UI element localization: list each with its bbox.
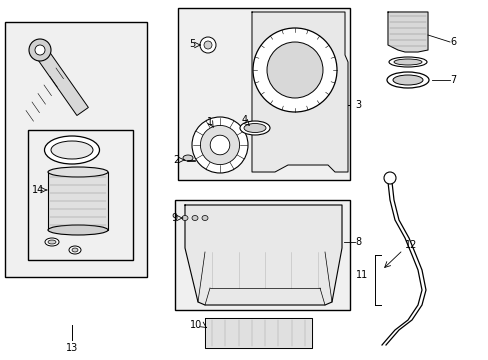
- Text: 12: 12: [404, 240, 417, 250]
- Ellipse shape: [202, 216, 207, 220]
- Circle shape: [383, 172, 395, 184]
- Ellipse shape: [48, 167, 108, 177]
- Polygon shape: [387, 12, 427, 52]
- Text: 13: 13: [66, 343, 78, 353]
- Circle shape: [266, 42, 323, 98]
- Circle shape: [200, 125, 239, 165]
- Ellipse shape: [72, 248, 78, 252]
- Ellipse shape: [48, 225, 108, 235]
- Polygon shape: [184, 205, 341, 305]
- Ellipse shape: [29, 39, 51, 61]
- Ellipse shape: [48, 240, 56, 244]
- Polygon shape: [36, 49, 88, 116]
- Ellipse shape: [244, 123, 265, 132]
- Bar: [175, 200, 349, 310]
- Text: 5: 5: [188, 39, 195, 49]
- Text: 7: 7: [449, 75, 455, 85]
- Ellipse shape: [393, 59, 421, 65]
- Text: 8: 8: [354, 237, 360, 247]
- Circle shape: [252, 28, 336, 112]
- Text: 6: 6: [449, 37, 455, 47]
- Text: 10: 10: [189, 320, 202, 330]
- Ellipse shape: [392, 75, 422, 85]
- Text: 4: 4: [242, 115, 247, 125]
- Ellipse shape: [183, 155, 193, 161]
- Text: 2: 2: [173, 155, 180, 165]
- Bar: [28, 130, 133, 260]
- Bar: [178, 8, 349, 180]
- Ellipse shape: [240, 121, 269, 135]
- Ellipse shape: [388, 57, 426, 67]
- Ellipse shape: [200, 37, 216, 53]
- Text: 1: 1: [206, 117, 213, 127]
- Bar: [48, 172, 108, 230]
- Ellipse shape: [35, 45, 45, 55]
- Ellipse shape: [45, 238, 59, 246]
- Text: 3: 3: [354, 100, 360, 110]
- Text: 11: 11: [355, 270, 367, 280]
- Ellipse shape: [203, 41, 212, 49]
- Bar: [5, 22, 147, 277]
- Ellipse shape: [386, 72, 428, 88]
- Ellipse shape: [192, 216, 198, 220]
- Polygon shape: [251, 12, 347, 172]
- Ellipse shape: [182, 216, 187, 220]
- Polygon shape: [204, 318, 311, 348]
- Text: 9: 9: [171, 213, 178, 223]
- Ellipse shape: [44, 136, 99, 164]
- Ellipse shape: [69, 246, 81, 254]
- Circle shape: [210, 135, 229, 155]
- Circle shape: [192, 117, 247, 173]
- Ellipse shape: [51, 141, 93, 159]
- Text: 14: 14: [32, 185, 44, 195]
